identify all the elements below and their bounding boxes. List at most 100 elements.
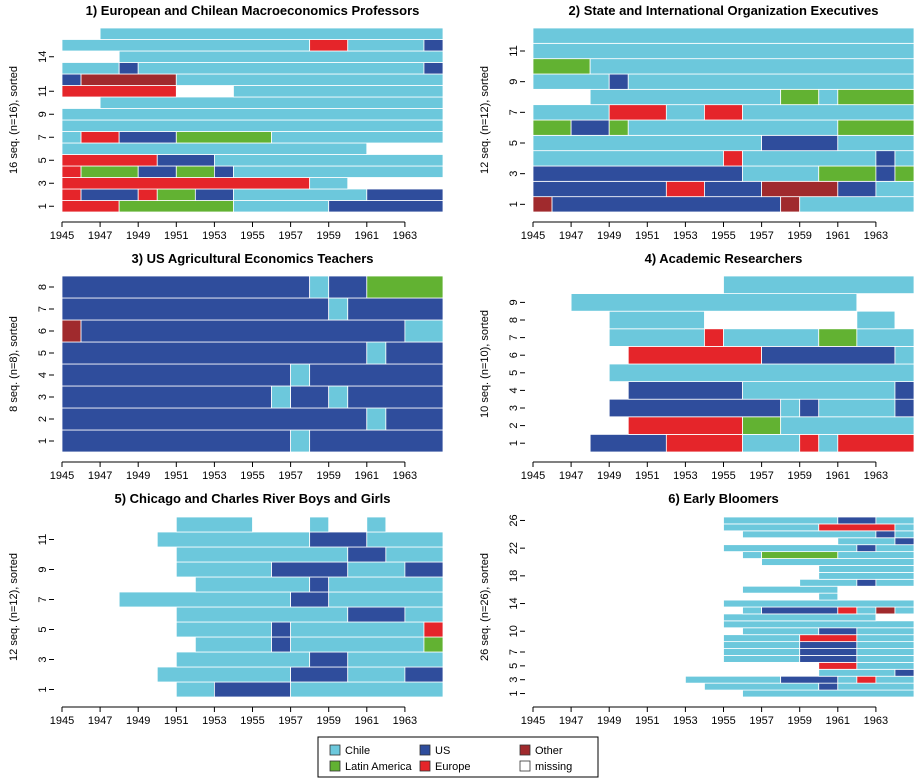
sequence-bar-us xyxy=(385,407,444,431)
x-tick-label: 1961 xyxy=(355,230,379,242)
sequence-bar-chile xyxy=(742,381,896,400)
sequence-bar-chile xyxy=(328,385,349,409)
y-tick-label: 7 xyxy=(508,649,520,655)
sequence-bar-chile xyxy=(589,88,782,106)
y-axis-label: 8 seq. (n=8), sorted xyxy=(8,316,20,412)
sequence-bar-latin-america xyxy=(818,328,858,347)
y-axis-label: 12 seq. (n=12), sorted xyxy=(8,553,20,661)
sequence-bar-chile xyxy=(742,530,877,539)
sequence-bar-chile xyxy=(347,666,406,683)
sequence-bar-europe xyxy=(799,433,820,453)
sequence-bar-us xyxy=(61,407,368,431)
sequence-bar-chile xyxy=(627,73,915,90)
x-tick-label: 1959 xyxy=(316,230,340,242)
sequence-bar-us xyxy=(404,561,444,578)
sequence-bar-latin-america xyxy=(175,165,215,178)
sequence-bar-chile xyxy=(175,681,215,698)
sequence-bar-us xyxy=(61,363,292,387)
sequence-bar-chile xyxy=(156,666,292,683)
y-axis-label: 10 seq. (n=10), sorted xyxy=(479,310,491,418)
sequence-bar-chile xyxy=(856,634,915,643)
sequence-bar-latin-america xyxy=(80,165,139,178)
sequence-bar-chile xyxy=(894,150,915,167)
sequence-bar-us xyxy=(61,73,82,86)
x-tick-label: 1951 xyxy=(164,470,188,482)
y-tick-label: 7 xyxy=(37,306,49,312)
sequence-bar-chile xyxy=(742,585,839,594)
sequence-bar-europe xyxy=(837,606,858,615)
sequence-bar-chile xyxy=(290,363,311,387)
y-tick-label: 1 xyxy=(37,203,49,209)
sequence-bar-chile xyxy=(856,328,915,347)
x-tick-label: 1953 xyxy=(673,230,697,242)
sequence-bar-us xyxy=(799,648,858,656)
x-tick-label: 1945 xyxy=(521,230,545,242)
x-tick-label: 1963 xyxy=(864,230,888,242)
y-tick-label: 7 xyxy=(37,596,49,602)
sequence-bar-latin-america xyxy=(532,119,572,136)
sequence-bar-us xyxy=(194,188,234,201)
sequence-bar-chile xyxy=(61,142,368,155)
sequence-bar-chile xyxy=(818,668,896,677)
sequence-bar-europe xyxy=(80,131,120,144)
legend-box xyxy=(317,736,599,778)
sequence-bar-chile xyxy=(532,104,610,121)
y-tick-label: 6 xyxy=(508,352,520,358)
sequence-bar-chile xyxy=(194,576,311,593)
sequence-bar-chile xyxy=(723,655,801,663)
sequence-bar-chile xyxy=(404,606,444,623)
sequence-bar-chile xyxy=(118,50,444,63)
y-tick-label: 22 xyxy=(508,542,520,554)
sequence-bar-chile xyxy=(532,150,724,167)
x-tick-label: 1963 xyxy=(393,470,417,482)
sequence-bar-us xyxy=(271,636,291,653)
y-tick-label: 3 xyxy=(508,171,520,177)
sequence-bar-europe xyxy=(704,104,743,121)
sequence-bar-chile xyxy=(894,530,915,539)
sequence-bar-chile xyxy=(665,104,705,121)
legend-swatch-latin-america xyxy=(329,760,341,772)
x-tick-label: 1951 xyxy=(635,470,659,482)
sequence-bar-latin-america xyxy=(156,188,196,201)
x-tick-label: 1963 xyxy=(864,715,888,727)
sequence-bar-us xyxy=(780,675,839,684)
y-axis-label: 26 seq. (n=26), sorted xyxy=(479,553,491,661)
sequence-bar-other xyxy=(80,73,177,86)
y-tick-label: 3 xyxy=(508,405,520,411)
sequence-bar-us xyxy=(837,516,877,525)
sequence-bar-chile xyxy=(875,516,915,525)
sequence-bar-chile xyxy=(175,546,349,563)
x-tick-label: 1957 xyxy=(278,230,302,242)
sequence-bar-us xyxy=(875,165,896,182)
sequence-bar-europe xyxy=(818,523,896,532)
y-tick-label: 1 xyxy=(508,690,520,696)
sequence-bar-chile xyxy=(175,73,444,86)
sequence-bar-chile xyxy=(894,606,915,615)
sequence-bar-chile xyxy=(742,627,820,636)
sequence-bar-us xyxy=(118,62,139,75)
sequence-bar-us xyxy=(875,530,896,539)
sequence-bar-chile xyxy=(723,328,820,347)
x-tick-label: 1959 xyxy=(787,230,811,242)
sequence-bar-chile xyxy=(175,561,272,578)
y-tick-label: 14 xyxy=(37,51,49,63)
sequence-bar-us xyxy=(309,531,368,548)
sequence-bar-chile xyxy=(818,398,896,418)
sequence-bar-us xyxy=(290,591,330,608)
sequence-bar-chile xyxy=(723,613,877,622)
sequence-bar-chile xyxy=(570,293,858,312)
sequence-bar-us xyxy=(608,73,629,90)
y-tick-label: 7 xyxy=(508,335,520,341)
sequence-bar-chile xyxy=(404,319,444,343)
sequence-bar-europe xyxy=(704,328,724,347)
sequence-bar-chile xyxy=(61,39,311,52)
sequence-bar-europe xyxy=(627,345,763,365)
sequence-bar-us xyxy=(608,398,782,418)
y-tick-label: 1 xyxy=(37,686,49,692)
sequence-bar-us xyxy=(423,62,444,75)
y-tick-label: 9 xyxy=(37,111,49,117)
y-tick-label: 5 xyxy=(37,626,49,632)
sequence-bar-chile xyxy=(742,551,762,559)
sequence-bar-chile xyxy=(61,119,444,132)
sequence-bar-chile xyxy=(271,131,444,144)
